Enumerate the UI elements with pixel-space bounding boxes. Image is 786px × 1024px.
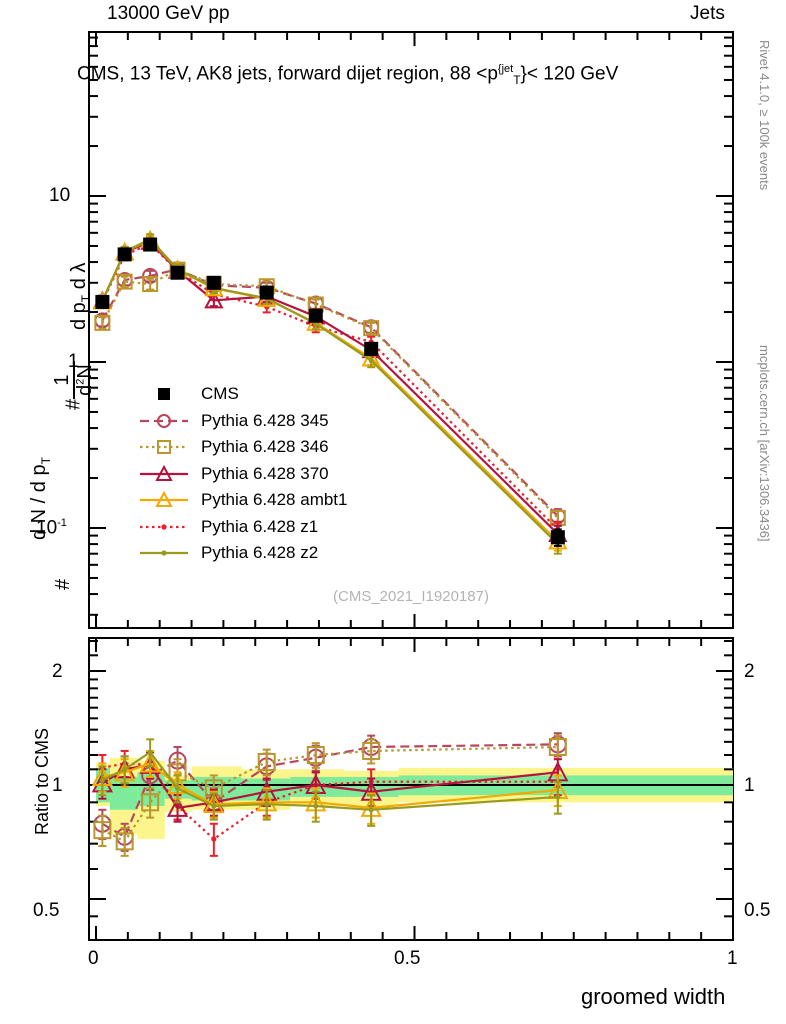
legend-label: Pythia 6.428 345 — [201, 410, 329, 430]
legend-item-cms[interactable]: CMS — [139, 381, 347, 408]
y-tick-0p1-exp: -1 — [57, 517, 67, 529]
plot-title-main: CMS, 13 TeV, AK8 jets, forward dijet reg… — [77, 63, 498, 85]
ratio-y-axis-label-text: Ratio to CMS — [32, 727, 52, 835]
legend-label: Pythia 6.428 370 — [201, 463, 329, 483]
x-tick-1: 1 — [727, 948, 738, 969]
x-axis-label: groomed width — [581, 984, 726, 1009]
ratio-y-tick-1-left: 1 — [52, 775, 63, 796]
ratio-y-tick-0p5-right: 0.5 — [744, 900, 771, 921]
main-panel-ticks — [89, 32, 734, 628]
ratio-y-tick-2-left: 2 — [52, 661, 63, 682]
legend-item-pythia-6-428-370[interactable]: Pythia 6.428 370 — [139, 461, 347, 488]
legend-label: Pythia 6.428 z2 — [201, 543, 319, 563]
plot-title-superscript: {jet — [497, 63, 514, 75]
y-tick-0p1: 10-1 — [36, 517, 67, 539]
legend-label: Pythia 6.428 346 — [201, 437, 329, 457]
plot-title-tail: }< 120 GeV — [520, 63, 619, 85]
ratio-uncertainty-bands — [96, 757, 733, 840]
ratio-panel-ticks — [89, 638, 734, 940]
ratio-y-tick-1-right: 1 — [744, 775, 755, 796]
ratio-y-tick-0p5-left: 0.5 — [33, 900, 60, 921]
header-beam-label: 13000 GeV pp — [107, 3, 230, 24]
y-tick-1: 1 — [68, 351, 79, 372]
legend-swatch — [140, 550, 188, 556]
legend-item-pythia-6-428-ambt1[interactable]: Pythia 6.428 ambt1 — [139, 487, 347, 514]
main-panel-frame — [88, 31, 734, 629]
plot-title: CMS, 13 TeV, AK8 jets, forward dijet reg… — [77, 63, 618, 87]
ratio-series-pythia-6-428-z2 — [98, 738, 562, 827]
ratio-panel-series — [91, 732, 569, 857]
legend-swatch — [140, 440, 188, 455]
ratio-series-pythia-6-428-346 — [93, 734, 567, 857]
legend-item-pythia-6-428-345[interactable]: Pythia 6.428 345 — [139, 408, 347, 435]
x-tick-0: 0 — [88, 948, 99, 969]
legend-swatch — [140, 491, 188, 508]
legend-swatch — [140, 464, 188, 481]
legend-swatch — [158, 388, 170, 401]
main-panel-series — [92, 229, 568, 555]
legend-item-pythia-6-428-346[interactable]: Pythia 6.428 346 — [139, 434, 347, 461]
plot-title-subscript: T — [513, 73, 521, 88]
legend-swatch — [140, 413, 188, 428]
series-cms — [95, 237, 565, 547]
y-tick-10: 10 — [49, 185, 71, 206]
legend: CMS Pythia 6.428 345 Pythia 6.428 346 Pythi… — [139, 381, 347, 567]
legend-item-pythia-6-428-z2[interactable]: Pythia 6.428 z2 — [139, 540, 347, 567]
analysis-id-watermark: (CMS_2021_I1920187) — [333, 588, 489, 605]
legend-label: Pythia 6.428 z1 — [201, 516, 319, 536]
y-tick-0p1-base: 10 — [36, 517, 58, 539]
ratio-y-axis-label: Ratio to CMS — [10, 700, 52, 900]
legend-item-pythia-6-428-z1[interactable]: Pythia 6.428 z1 — [139, 514, 347, 541]
ratio-y-tick-2-right: 2 — [744, 661, 755, 682]
legend-swatch — [140, 524, 188, 530]
header-category-label: Jets — [690, 3, 725, 24]
x-tick-0p5: 0.5 — [394, 948, 421, 969]
legend-label: CMS — [201, 384, 239, 404]
legend-label: Pythia 6.428 ambt1 — [201, 490, 348, 510]
